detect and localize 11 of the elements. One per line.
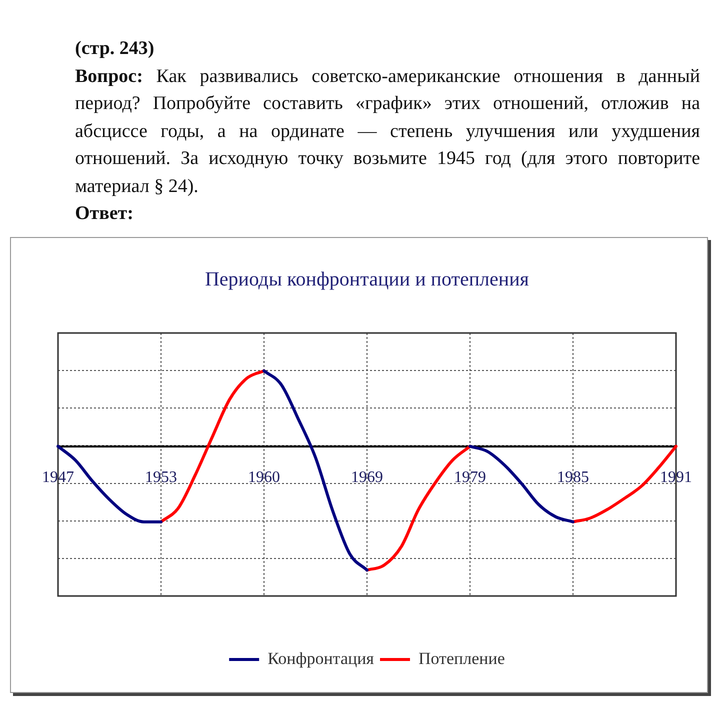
legend-label: Потепление [418,648,505,668]
text: Вопрос: [75,66,143,86]
x-tick-label: 1985 [557,469,589,486]
legend-label: Конфронтация [268,648,374,668]
x-tick-label: 1960 [248,469,280,486]
chart-title: Периоды конфронтации и потепления [204,268,530,290]
text: Ответ: [75,202,134,226]
text: (стр. 243) [75,37,156,61]
x-tick-label: 1969 [351,469,383,486]
x-tick-label: 1953 [145,469,177,486]
x-tick-label: 1979 [454,469,486,486]
